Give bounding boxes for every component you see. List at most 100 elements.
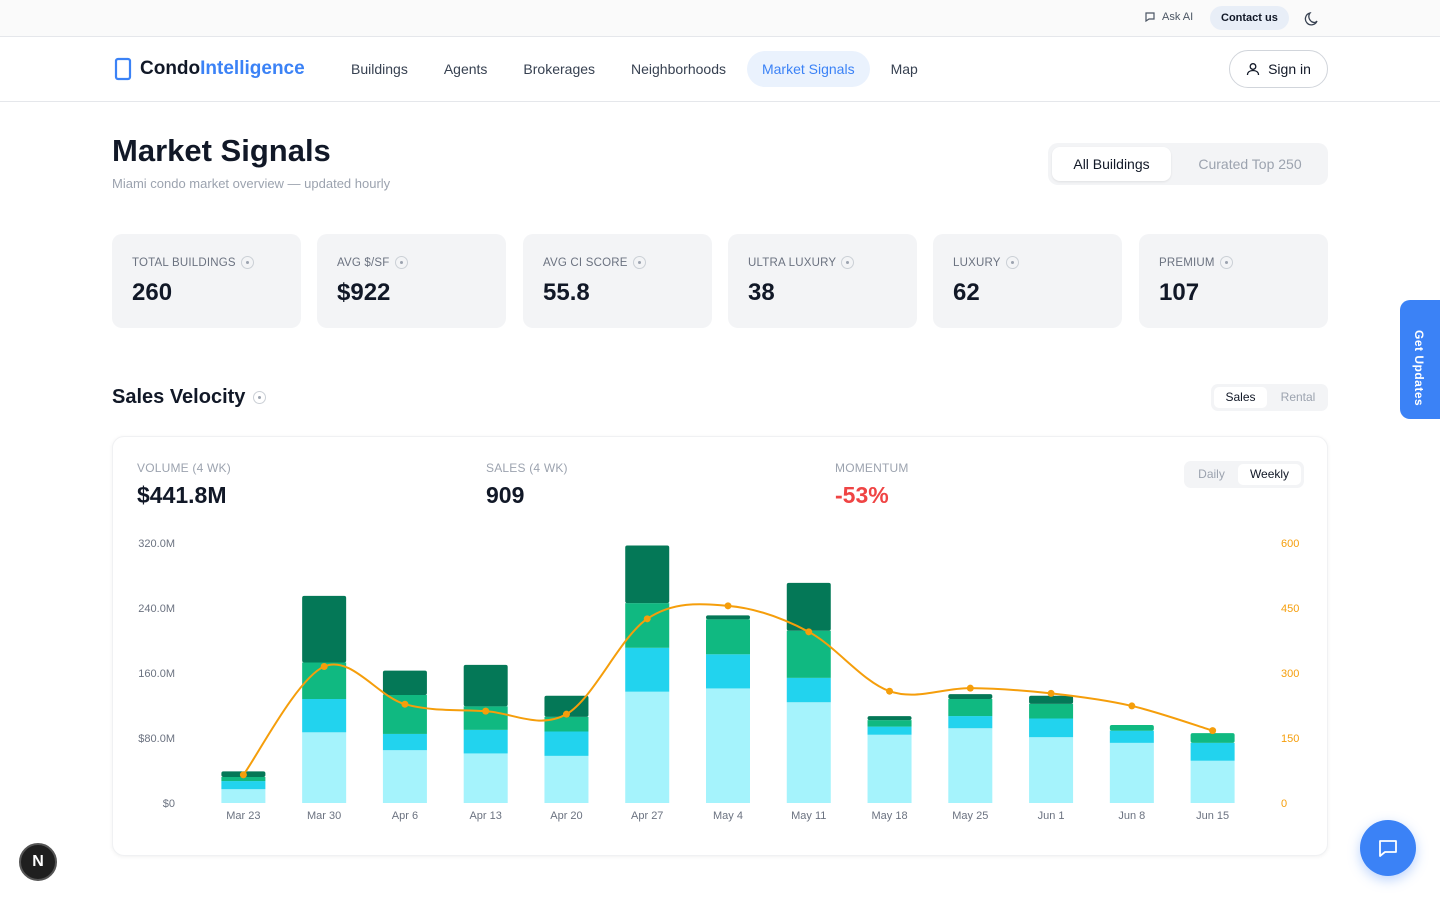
bar-segment [221,789,266,803]
stat-value: $922 [337,279,391,306]
ask-ai-link[interactable]: Ask AI [1144,11,1193,23]
nav-neighborhoods[interactable]: Neighborhoods [631,61,726,77]
bar-segment [948,699,993,717]
page-subtitle: Miami condo market overview — updated ho… [112,176,391,191]
stat-label: AVG $/SF [337,256,390,269]
nav-map[interactable]: Map [890,61,918,77]
info-icon[interactable] [240,256,254,269]
stat-value: 107 [1159,279,1200,306]
x-tick-label: May 18 [871,810,907,822]
stat-ultra-luxury: ULTRA LUXURY 38 [728,234,917,328]
bar-segment [706,615,750,620]
info-icon[interactable] [253,391,267,404]
contact-us-button[interactable]: Contact us [1210,6,1289,30]
metric-momentum: MOMENTUM -53% [835,461,909,509]
bar-segment [786,630,831,678]
bar-segment [948,728,993,803]
bar-segment [867,726,912,735]
bar-segment [867,720,912,727]
nav-agents[interactable]: Agents [443,61,488,77]
dev-badge[interactable]: N [19,843,57,881]
chat-icon [1379,840,1397,857]
scope-curated-top-250[interactable]: Curated Top 250 [1198,156,1302,172]
bar-segment [302,595,347,663]
get-updates-tab[interactable]: Get Updates [1400,300,1440,419]
bar-segment [1190,760,1235,803]
chat-launcher-button[interactable] [1360,820,1416,876]
metric-value: 909 [486,482,525,508]
bar-segment [1029,695,1074,704]
bar-segment [544,716,589,732]
nav-links: Buildings Agents Brokerages Neighborhood… [336,51,939,87]
stat-avg-ci-score: AVG CI SCORE 55.8 [523,234,712,328]
line-point [562,710,570,718]
period-weekly[interactable]: Weekly [1238,464,1301,485]
info-icon[interactable] [394,256,408,269]
y-left-tick-label: 240.0M [138,603,175,615]
scope-all-buildings[interactable]: All Buildings [1052,147,1171,181]
info-icon[interactable] [1219,256,1233,269]
x-tick-label: Jun 8 [1118,810,1145,822]
bar-segment [786,582,831,631]
line-point [886,687,894,695]
sign-in-button[interactable]: Sign in [1229,50,1328,88]
y-right-tick-label: 300 [1281,668,1299,680]
bar-segment [706,619,750,655]
bar-segment [463,664,508,707]
x-tick-label: Jun 1 [1038,810,1065,822]
bar-segment [948,716,993,729]
stat-avg-psf: AVG $/SF $922 [317,234,506,328]
y-left-tick-label: 320.0M [138,538,175,550]
toggle-sales[interactable]: Sales [1214,387,1267,408]
chat-bubble-icon [1145,12,1155,23]
line-point [1209,727,1217,735]
period-toggle: Daily Weekly [1184,461,1304,488]
bar-segment [625,647,670,692]
x-tick-label: Jun 15 [1196,810,1229,822]
line-point [401,700,409,708]
line-point [966,684,974,692]
line-point [643,615,651,623]
bar-segment [382,733,427,751]
sales-velocity-heading: Sales Velocity [112,386,267,409]
brand-logo[interactable]: CondoIntelligence [114,57,305,81]
bar-segment [382,750,427,803]
stat-value: 62 [953,279,980,306]
x-tick-label: Apr 20 [550,810,582,822]
x-tick-label: Mar 30 [307,810,341,822]
toggle-rental[interactable]: Rental [1280,390,1316,404]
metric-value: $441.8M [137,482,227,508]
metric-label: SALES (4 WK) [486,461,568,475]
line-point [1047,689,1055,697]
bar-segment [1109,730,1154,743]
info-icon[interactable] [841,256,855,269]
line-point [239,771,247,779]
bar-segment [302,732,347,803]
y-left-tick-label: $80.0M [138,733,175,745]
bar-segment [1109,742,1154,803]
info-icon[interactable] [632,256,646,269]
bar-segment [786,702,831,803]
stat-label: TOTAL BUILDINGS [132,256,236,269]
bar-segment [463,729,508,754]
phone-logo-icon [114,57,132,81]
nav-market-signals[interactable]: Market Signals [746,51,870,87]
bar-segment [1190,733,1235,743]
moon-icon[interactable] [1304,10,1320,26]
info-icon[interactable] [1005,256,1019,269]
stat-luxury: LUXURY 62 [933,234,1122,328]
stat-premium: PREMIUM 107 [1139,234,1328,328]
line-point [1128,702,1136,710]
bar-segment [706,654,750,689]
main-nav: CondoIntelligence Buildings Agents Broke… [0,37,1440,102]
stat-label: ULTRA LUXURY [748,256,837,269]
bar-segment [544,755,589,803]
nav-brokerages[interactable]: Brokerages [523,61,596,77]
nav-buildings[interactable]: Buildings [351,61,408,77]
x-tick-label: Apr 6 [392,810,418,822]
bar-segment [221,777,266,782]
top-utility-bar: Ask AI Contact us [0,0,1440,37]
metric-value: -53% [835,482,889,508]
bar-segment [302,699,347,733]
period-daily[interactable]: Daily [1198,467,1225,481]
